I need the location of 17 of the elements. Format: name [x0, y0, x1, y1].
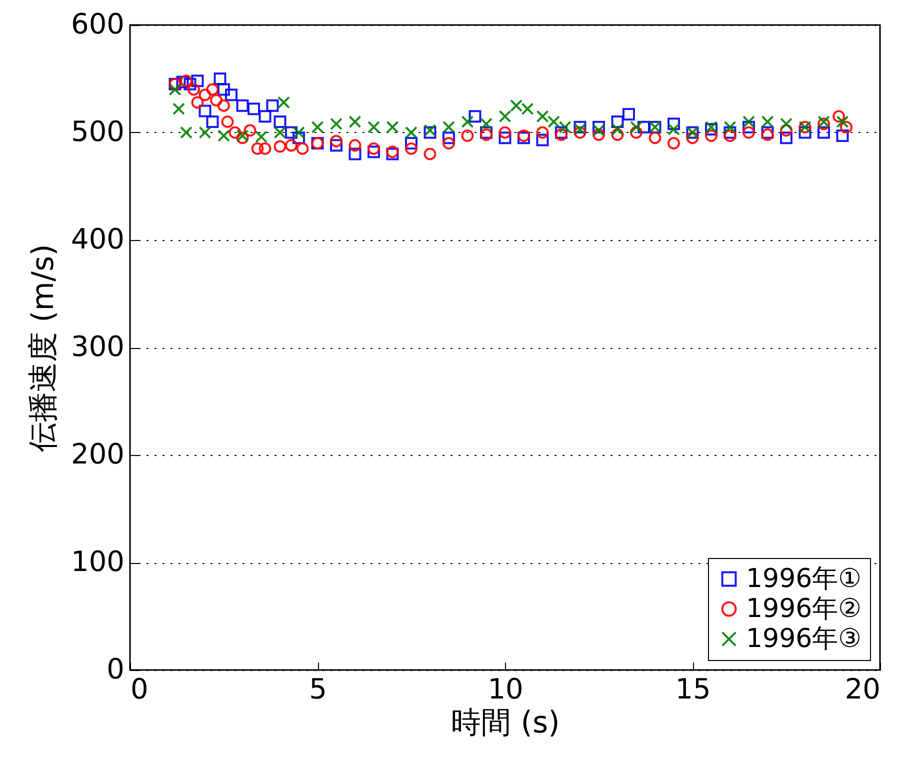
legend-label: 1996年② [746, 594, 862, 624]
y-tick-label: 500 [71, 115, 124, 148]
legend-label: 1996年① [746, 564, 862, 594]
legend-label: 1996年③ [746, 624, 862, 654]
y-tick-label: 600 [71, 8, 124, 40]
x-tick-label: 15 [675, 672, 711, 706]
y-tick-label: 300 [71, 330, 124, 363]
y-axis-title: 伝播速度 (m/s) [26, 244, 62, 452]
x-tick-label: 5 [309, 672, 327, 706]
y-tick-label: 200 [71, 438, 124, 470]
y-tick-label: 100 [71, 545, 124, 578]
x-tick-label: 10 [488, 672, 524, 706]
x-tick-label: 20 [844, 672, 880, 706]
y-tick-label: 0 [106, 652, 124, 686]
x-tick-label: 0 [130, 672, 148, 706]
x-axis-title: 時間 (s) [451, 706, 560, 740]
y-tick-label: 400 [71, 222, 124, 256]
